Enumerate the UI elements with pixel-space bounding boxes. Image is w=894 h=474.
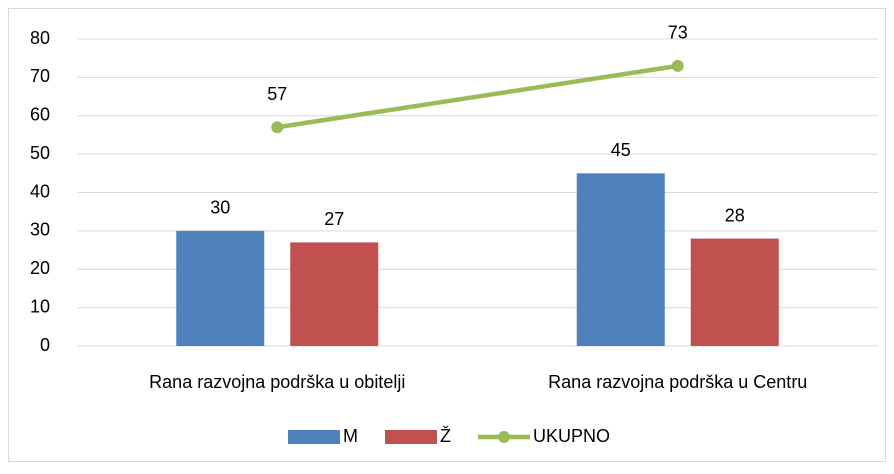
data-label: 28 — [725, 205, 745, 225]
line — [276, 63, 679, 130]
y-tick-label: 40 — [30, 181, 50, 201]
bar — [290, 242, 379, 346]
y-tick-label: 20 — [30, 258, 50, 278]
bar — [176, 230, 265, 346]
data-label: 73 — [668, 23, 688, 43]
y-tick-label: 70 — [30, 66, 50, 86]
y-tick-label: 80 — [30, 28, 50, 48]
y-tick-label: 30 — [30, 220, 50, 240]
line-marker — [671, 59, 684, 72]
bar — [690, 238, 779, 346]
legend-label: UKUPNO — [533, 426, 610, 446]
chart-border — [8, 8, 886, 462]
bar — [576, 173, 665, 346]
data-label: 57 — [267, 84, 287, 104]
data-label: 30 — [210, 198, 230, 218]
x-tick-label: Rana razvojna podrška u obitelji — [149, 372, 405, 392]
line-marker — [271, 121, 284, 134]
legend-swatch — [385, 430, 437, 444]
data-label: 45 — [611, 140, 631, 160]
y-tick-label: 10 — [30, 296, 50, 316]
y-tick-label: 50 — [30, 143, 50, 163]
x-tick-label: Rana razvojna podrška u Centru — [548, 372, 807, 392]
legend-swatch — [288, 430, 340, 444]
legend-marker — [498, 431, 510, 443]
data-label: 27 — [324, 209, 344, 229]
legend-label: M — [343, 426, 358, 446]
legend-label: Ž — [440, 426, 451, 446]
y-tick-label: 60 — [30, 105, 50, 125]
y-tick-label: 0 — [40, 335, 50, 355]
